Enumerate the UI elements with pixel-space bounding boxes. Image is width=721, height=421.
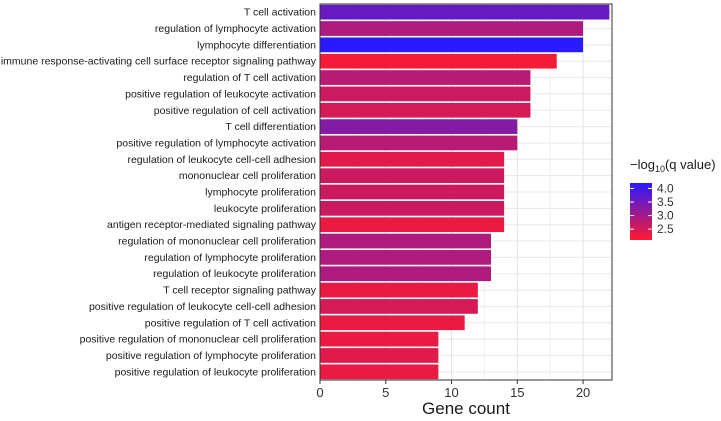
legend-ticks: 4.03.53.02.5	[630, 181, 674, 236]
bar	[320, 233, 491, 249]
bar	[320, 315, 465, 331]
bar	[320, 151, 505, 167]
bar	[320, 364, 439, 380]
category-label: regulation of leukocyte cell-cell adhesi…	[127, 154, 316, 166]
bar	[320, 168, 505, 184]
bar	[320, 250, 491, 265]
x-axis-title: Gene count	[422, 399, 510, 418]
category-label: positive regulation of leukocyte prolife…	[115, 366, 317, 378]
category-label: regulation of mononuclear cell prolifera…	[118, 236, 316, 248]
bar	[320, 86, 531, 102]
category-label: lymphocyte proliferation	[205, 187, 316, 199]
category-label: positive regulation of leukocyte activat…	[125, 88, 316, 100]
category-labels: T cell activation regulation of lymphocyt…	[1, 7, 317, 379]
category-label: positive regulation of lymphocyte prolif…	[106, 350, 316, 362]
category-label: T cell activation	[244, 7, 316, 19]
category-label: regulation of lymphocyte activation	[155, 23, 316, 35]
category-label: antigen receptor-mediated signaling path…	[107, 219, 317, 231]
x-tick-label: 0	[316, 385, 323, 400]
bar	[320, 331, 439, 347]
bar	[320, 282, 478, 298]
category-label: positive regulation of leukocyte cell-ce…	[89, 301, 316, 313]
bar	[320, 70, 531, 85]
category-label: positive regulation of cell activation	[154, 105, 316, 117]
panel-border	[319, 3, 613, 381]
x-axis-ticks: 0 5 10 15 20	[316, 380, 590, 400]
category-label: leukocyte proliferation	[214, 203, 316, 215]
bar	[320, 53, 557, 69]
bar	[320, 135, 518, 151]
legend: −log10(q value) 4.03.53.02.5	[630, 157, 716, 240]
legend-tick-label: 3.5	[657, 195, 674, 209]
bar	[320, 4, 610, 20]
category-label: regulation of lymphocyte proliferation	[144, 252, 316, 264]
x-tick-label: 10	[444, 385, 458, 400]
category-label: regulation of T cell activation	[183, 72, 316, 84]
category-label: T cell receptor signaling pathway	[163, 285, 316, 297]
bar	[320, 299, 478, 314]
legend-title: −log10(q value)	[630, 157, 716, 174]
bar	[320, 102, 531, 118]
x-tick-label: 5	[382, 385, 389, 400]
category-label: positive regulation of T cell activation	[145, 317, 316, 329]
legend-colorbar	[630, 183, 652, 240]
bar	[320, 184, 505, 200]
category-label: mononuclear cell proliferation	[179, 170, 316, 182]
category-label: lymphocyte differentiation	[197, 39, 316, 51]
category-label: positive regulation of mononuclear cell …	[80, 334, 317, 346]
category-label: positive regulation of lymphocyte activa…	[116, 137, 316, 149]
legend-tick-label: 2.5	[657, 222, 674, 236]
bar	[320, 348, 439, 363]
x-tick-label: 15	[510, 385, 524, 400]
bar	[320, 21, 584, 36]
legend-tick-label: 4.0	[657, 181, 674, 195]
legend-tick-label: 3.0	[657, 209, 674, 223]
bar	[320, 217, 505, 233]
category-label: T cell differentiation	[225, 121, 316, 133]
x-tick-label: 20	[576, 385, 590, 400]
bar	[320, 200, 505, 216]
bar	[320, 37, 584, 53]
category-label: regulation of leukocyte proliferation	[153, 268, 316, 280]
bar	[320, 266, 491, 282]
bars	[320, 4, 610, 380]
bar	[320, 119, 518, 134]
category-label: immune response-activating cell surface …	[1, 56, 317, 68]
